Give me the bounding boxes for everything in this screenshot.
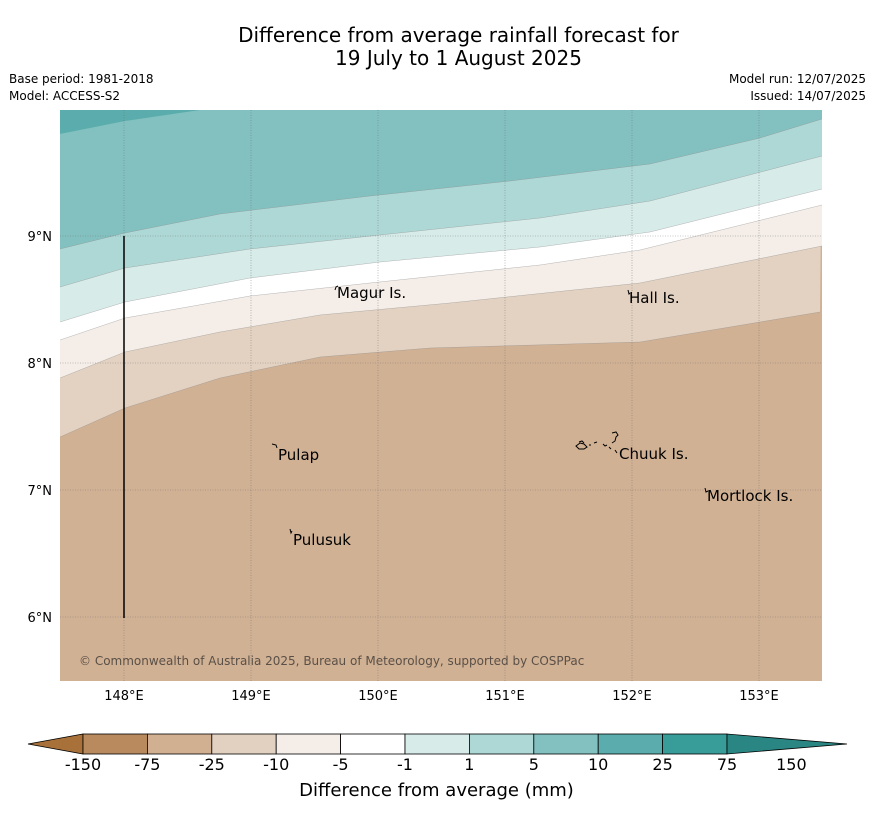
colorbar-segment (340, 733, 406, 755)
lat-label: 7°N (28, 484, 53, 499)
island-chuuk (575, 431, 619, 454)
colorbar-tick-label: -25 (198, 755, 225, 774)
lon-label: 150°E (358, 689, 398, 700)
copyright-note: © Commonwealth of Australia 2025, Bureau… (79, 654, 584, 668)
lat-label: 6°N (28, 611, 53, 626)
colorbar-segment (662, 733, 728, 755)
colorbar-tick-label: -1 (397, 755, 413, 774)
colorbar-tick-label: 75 (716, 755, 738, 774)
island-pulusuk (289, 528, 293, 535)
colorbar-segment (82, 733, 148, 755)
colorbar-tick-label: 150 (776, 755, 807, 774)
label-mortlock: Mortlock Is. (707, 487, 793, 505)
label-magur: Magur Is. (337, 284, 406, 302)
contour-lines (60, 118, 822, 438)
chart-title-line2: 19 July to 1 August 2025 (335, 46, 582, 70)
lat-labels: 9°N 8°N 7°N 6°N (28, 230, 53, 626)
base-period: Base period: 1981-2018 (9, 72, 154, 86)
colorbar-arrow-right (726, 733, 848, 755)
label-pulusuk: Pulusuk (293, 531, 351, 549)
colorbar-tick-label: -5 (332, 755, 349, 774)
label-hall: Hall Is. (629, 289, 680, 307)
colorbar-segment (146, 733, 213, 755)
colorbar-arrow-left (27, 733, 84, 755)
colorbar-tick-label: -150 (64, 755, 102, 774)
colorbar-segment (533, 733, 599, 755)
colorbar-tick-label: 25 (652, 755, 673, 774)
label-chuuk: Chuuk Is. (619, 445, 688, 463)
island-mortlock (704, 487, 709, 493)
meta-right: Model run: 12/07/2025 Issued: 14/07/2025 (729, 71, 866, 105)
island-pulap (271, 443, 278, 449)
lon-labels: 148°E 149°E 150°E 151°E 152°E 153°E (104, 689, 779, 700)
islands (271, 285, 709, 535)
colorbar-tick-label: 5 (528, 755, 539, 774)
issued-date: Issued: 14/07/2025 (750, 89, 866, 103)
lon-label: 148°E (104, 689, 144, 700)
lon-label: 151°E (485, 689, 525, 700)
map-field (60, 110, 822, 681)
lon-label: 152°E (612, 689, 652, 700)
forecast-map: Magur Is. Hall Is. Pulap Chuuk Is. Mortl… (28, 110, 822, 700)
model-name: Model: ACCESS-S2 (9, 89, 121, 103)
colorbar-segment (597, 733, 664, 755)
lat-label: 8°N (28, 357, 53, 372)
colorbar-title: Difference from average (mm) (299, 780, 574, 801)
colorbar-segment (275, 733, 342, 755)
island-magur (334, 285, 339, 291)
colorbar-tick-label: -75 (134, 755, 161, 774)
lat-label: 9°N (28, 230, 53, 245)
chart-title-line1: Difference from average rainfall forecas… (238, 23, 679, 47)
lon-label: 149°E (231, 689, 271, 700)
model-run: Model run: 12/07/2025 (728, 72, 866, 86)
meta-left: Base period: 1981-2018 Model: ACCESS-S2 (9, 71, 154, 105)
colorbar-segment (404, 733, 470, 755)
lon-label: 153°E (739, 689, 779, 700)
colorbar-tick-label: 10 (588, 755, 609, 774)
colorbar-tick-label: -10 (263, 755, 290, 774)
colorbar-segment (468, 733, 535, 755)
colorbar-tick-label: 1 (464, 755, 475, 774)
label-pulap: Pulap (278, 446, 319, 464)
island-hall (627, 289, 631, 295)
colorbar-segment (211, 733, 277, 755)
colorbar-segments (27, 733, 848, 755)
band-plus10 (60, 110, 822, 249)
place-labels: Magur Is. Hall Is. Pulap Chuuk Is. Mortl… (278, 284, 793, 549)
band-plus25 (60, 110, 200, 134)
